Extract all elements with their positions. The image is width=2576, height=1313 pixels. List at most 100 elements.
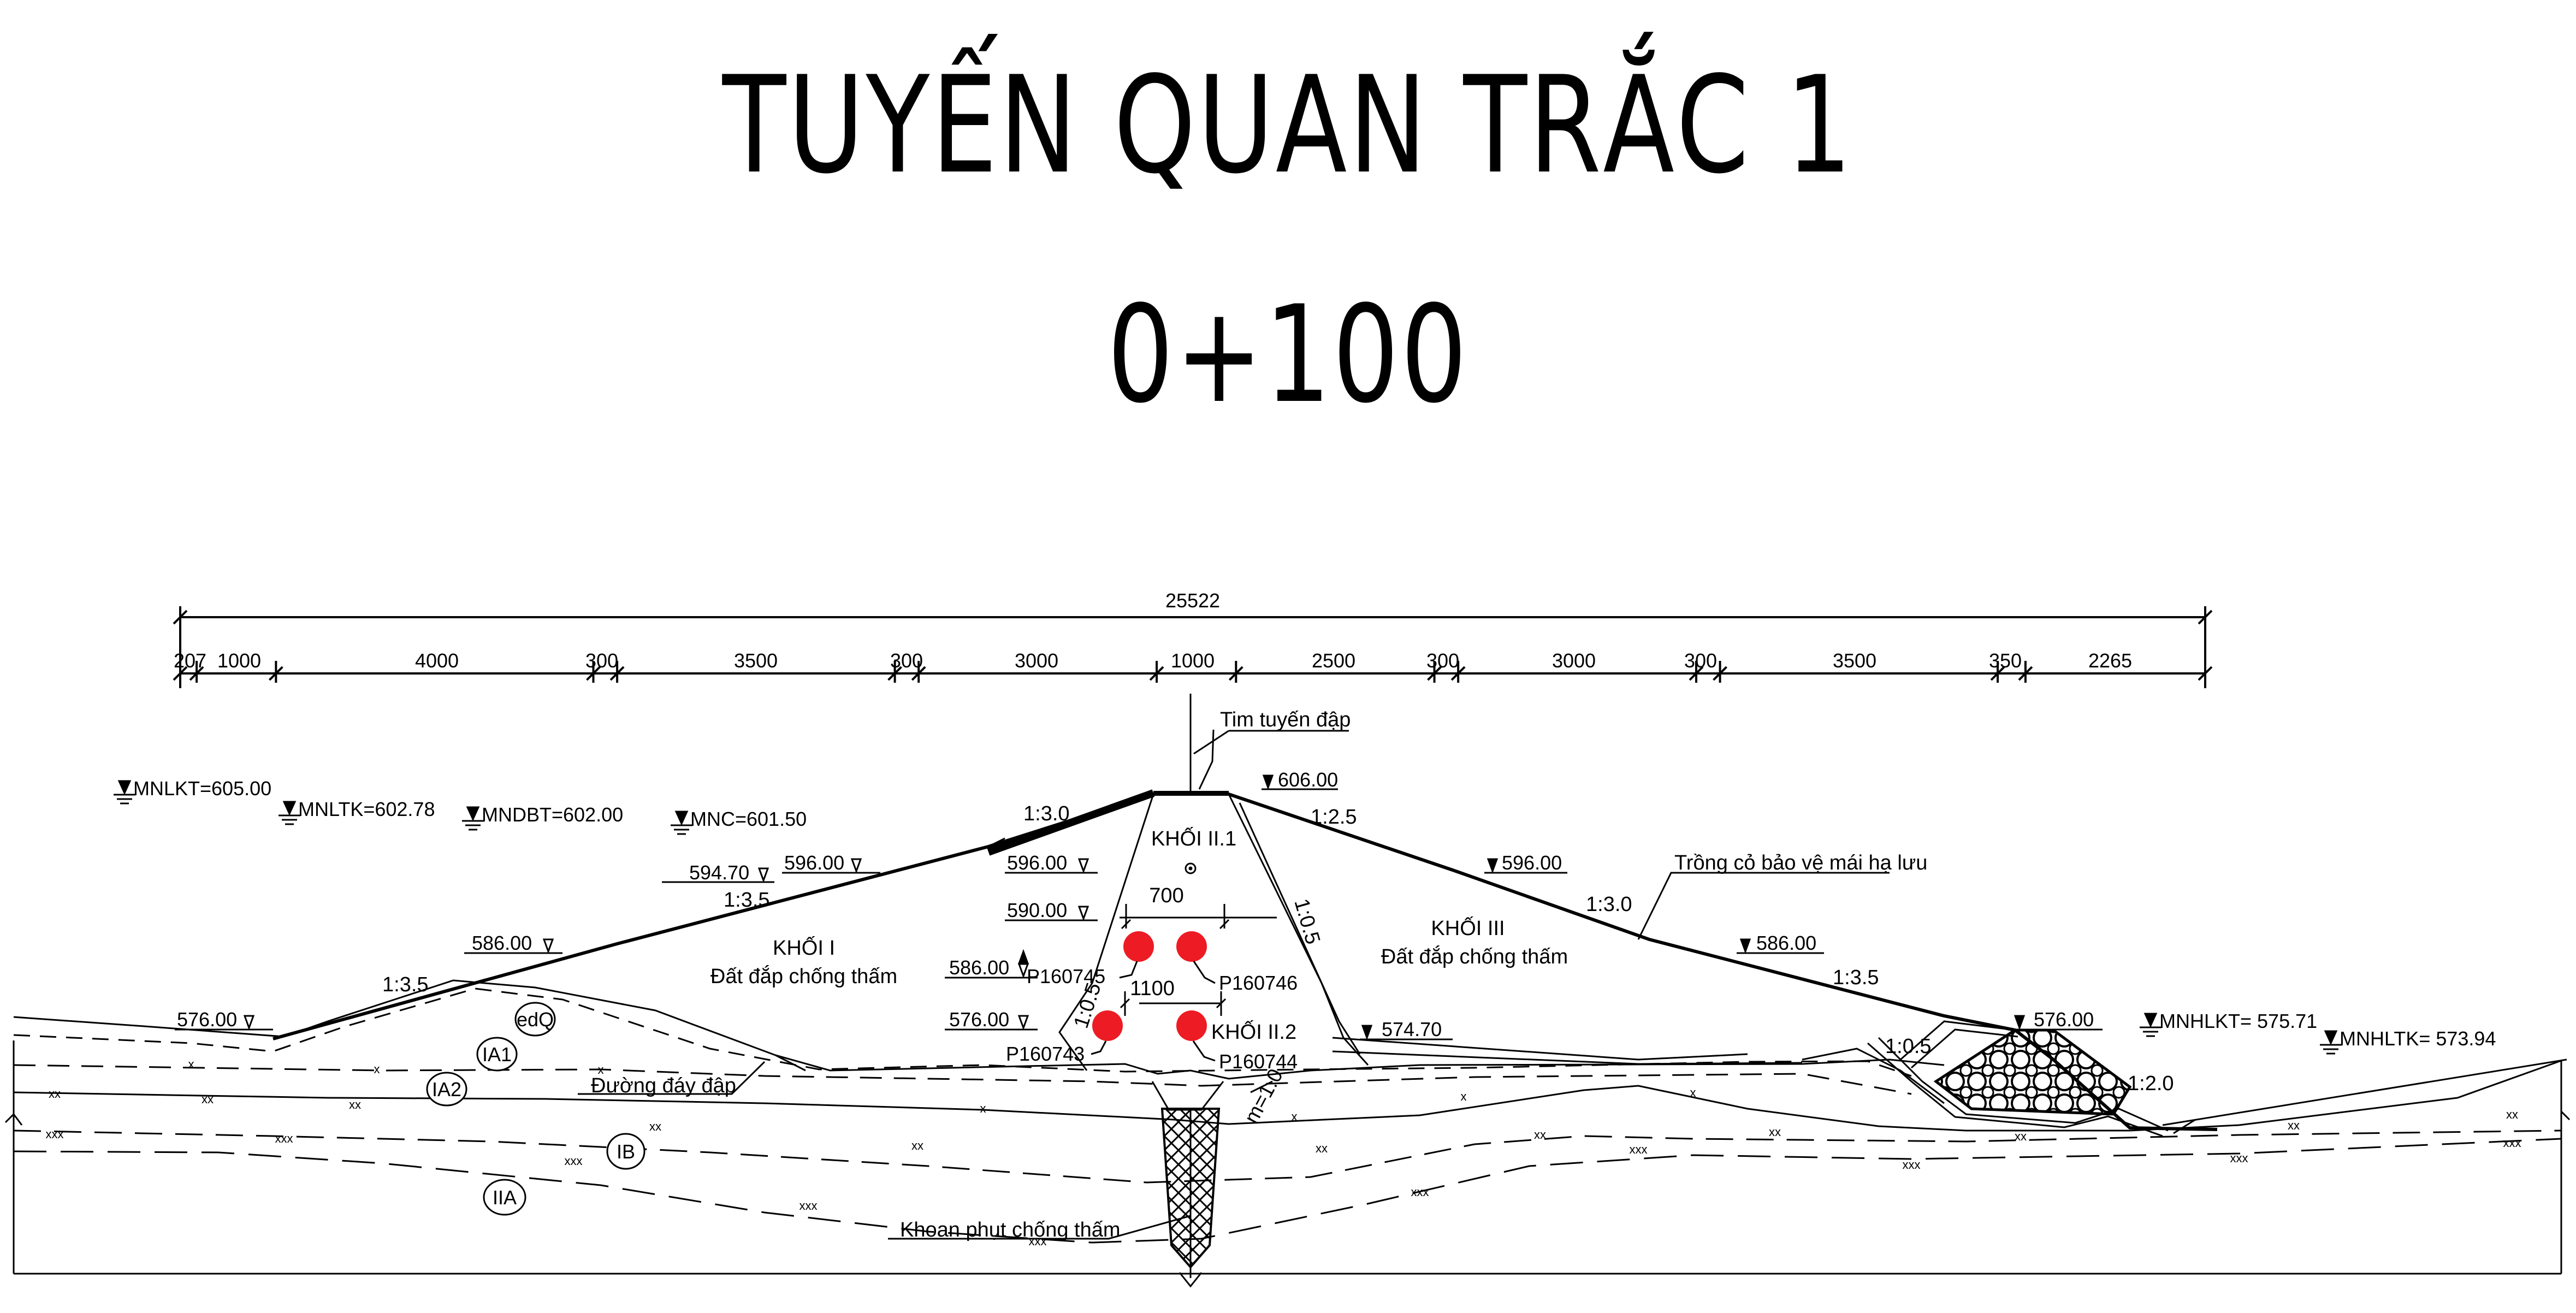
layer-mark: xxx (1630, 1143, 1648, 1156)
elevation-label: 586.00 (949, 956, 1009, 979)
piezometer-leaders (1091, 961, 1216, 1062)
dimension-tick-slash (1228, 666, 1243, 681)
dimension-tick-slash (189, 666, 204, 681)
dimension-total: 25522 (1165, 589, 1220, 612)
dimension-label: 350 (1989, 649, 2022, 672)
piezometer-label-p160744: P160744 (1219, 1050, 1298, 1073)
elevation-label: 576.00 (177, 1008, 237, 1031)
elevation-label: 606.00 (1278, 768, 1338, 791)
layer-mark: x (1292, 1110, 1298, 1123)
title-block: TUYẾN QUAN TRẮC 1 0+100 (0, 0, 2576, 470)
piezometer-icon (1176, 931, 1207, 962)
dimension-tick-slash (268, 666, 283, 681)
slope-label: 1:3.0 (1023, 802, 1070, 825)
water-level-icon (2320, 1030, 2342, 1055)
layer-mark: xx (49, 1087, 61, 1101)
water-level-icon (671, 811, 692, 835)
layer-mark: x (980, 1102, 986, 1115)
dimension-tick-slash (1689, 666, 1704, 681)
layer-mark: xx (1769, 1125, 1781, 1139)
dimension-label: 4000 (415, 649, 459, 672)
slope-label: 1:0.5 (1885, 1035, 1932, 1058)
layer-mark: xx (2015, 1129, 2027, 1143)
piezometer-labels: P160745 P160746 P160743 P160744 (1006, 965, 1298, 1073)
layer-tag-ia1: IA1 (482, 1043, 512, 1066)
slope-label: 1:0.5 (1289, 896, 1324, 947)
layer-mark: xx (649, 1120, 661, 1133)
layer-mark: xxx (1029, 1234, 1047, 1248)
dimension-labels: 25522 207 1000 4000 300 3500 300 3000 10… (174, 589, 2132, 672)
layer-mark: xxx (275, 1132, 293, 1145)
slope-label: 1:3.5 (724, 889, 770, 912)
elevation-marker-icon (945, 1015, 1038, 1031)
layer-mark: xxx (2230, 1151, 2248, 1165)
layer-mark: xx (2506, 1108, 2518, 1121)
zone-label-khoi-2-2: KHỐI II.2 (1211, 1019, 1296, 1044)
elevation-labels: 606.00 594.70 596.00 596.00 596.00 590.0… (177, 768, 2094, 1040)
layer-marks: x x x x x x x xx xx xx xx xx xx xx xx xx… (46, 1057, 2521, 1248)
elevation-label: 586.00 (1756, 932, 1816, 954)
slope-label: 1:2.0 (2128, 1072, 2174, 1095)
dimension-tick-slash (2198, 666, 2213, 681)
dimension-tick-slash (1713, 666, 1727, 681)
water-level-labels: MNLKT=605.00 MNLTK=602.78 MNDBT=602.00 M… (133, 777, 2496, 1050)
station-label: 0+100 (1107, 277, 1469, 433)
water-level-mndbt: MNDBT=602.00 (482, 803, 623, 826)
drawing-title: TUYẾN QUAN TRẮC 1 (722, 48, 1854, 203)
layer-tag-ib: IB (617, 1140, 635, 1163)
layer-mark: xxx (1903, 1158, 1921, 1172)
piezometer-icon (1176, 1010, 1207, 1041)
piezometer-label-p160746: P160746 (1219, 972, 1298, 994)
layer-mark: xx (349, 1098, 361, 1111)
dimension-label: 207 (174, 649, 206, 672)
layer-mark: x (188, 1057, 194, 1071)
dimension-label: 300 (890, 649, 923, 672)
layer-mark: xxx (800, 1199, 818, 1213)
elevation-label: 576.00 (2034, 1008, 2094, 1031)
dimension-tick-slash (1990, 666, 2005, 681)
dimension-label: 1000 (1171, 649, 1215, 672)
dimension-label: 3500 (1833, 649, 1876, 672)
water-level-mnlkt: MNLKT=605.00 (133, 777, 271, 800)
water-level-mnc: MNC=601.50 (690, 808, 807, 830)
dimension-tick-slash (609, 666, 625, 681)
layer-mark: xx (1316, 1142, 1328, 1155)
dimension-tick-slash (887, 666, 903, 681)
slope-label: 1:2.5 (1311, 806, 1357, 829)
elevation-marker-icon (1737, 938, 1824, 954)
elevation-marker-icon (175, 1015, 273, 1031)
dimension-tick-slash (1149, 666, 1164, 681)
piezometer-icon (1092, 1010, 1123, 1041)
zone-description-khoi-3: Đất đắp chống thấm (1381, 945, 1568, 968)
core-width-lower: 1100 (1130, 977, 1175, 1000)
zone-label-khoi-1: KHỐI I (773, 935, 835, 960)
water-level-icon (114, 780, 135, 805)
slope-label: 1:3.5 (1833, 966, 1879, 989)
zone-description-khoi-1: Đất đắp chống thấm (710, 965, 897, 988)
dimension-tick-slash (1450, 666, 1466, 681)
slope-label: 1:3.0 (1586, 893, 1632, 916)
dimension-tick-slash (173, 666, 188, 681)
layer-mark: xxx (2503, 1136, 2521, 1150)
elevation-label: 596.00 (1502, 851, 1562, 874)
layer-mark: x (374, 1062, 380, 1076)
core-width-upper: 700 (1149, 884, 1183, 907)
elevation-marker-icon (1262, 774, 1338, 790)
soil-layer-tags: edQ IA1 IA2 IB IIA (426, 1002, 646, 1216)
layer-tag-iia: IIA (493, 1186, 517, 1209)
water-level-icon (2140, 1013, 2162, 1037)
elevation-label: 590.00 (1007, 899, 1067, 921)
elevation-label: 596.00 (1007, 851, 1067, 874)
layer-mark: xxx (565, 1154, 583, 1168)
elevation-marker-icon (1360, 1025, 1453, 1040)
annotation-labels: Tim tuyến đập Trồng cỏ bảo vệ mái hạ lưu… (591, 708, 1927, 1241)
elevation-marker-icon (662, 867, 774, 883)
dimension-label: 300 (1426, 649, 1459, 672)
dimension-tick-slash (1427, 666, 1442, 681)
layer-mark: x (598, 1063, 604, 1077)
elevation-label: 594.70 (689, 861, 749, 884)
foundation-lines (13, 979, 2567, 1275)
zone-labels: KHỐI I Đất đắp chống thấm KHỐI II.1 KHỐI… (710, 826, 1568, 1044)
dimension-tick-slash (586, 666, 601, 681)
